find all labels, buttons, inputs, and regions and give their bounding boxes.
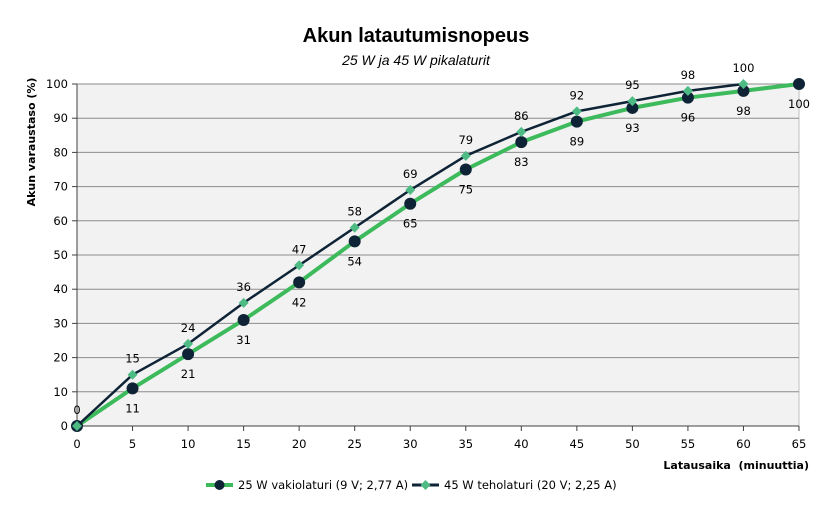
x-tick-label: 0: [73, 437, 80, 451]
data-label-25w: 11: [125, 401, 140, 415]
point-25w: [126, 382, 139, 395]
x-tick-label: 10: [181, 437, 196, 451]
x-axis-title: Latausaika (minuuttia): [663, 459, 809, 472]
point-25w: [459, 163, 472, 176]
point-45w: [405, 185, 416, 196]
y-tick-label: 20: [53, 351, 68, 365]
y-tick-label: 0: [61, 419, 68, 433]
y-tick-label: 40: [53, 282, 68, 296]
point-25w: [404, 197, 417, 210]
chart-subtitle: 25 W ja 45 W pikalaturit: [341, 52, 491, 68]
data-labels: 11 21 31 42 54 65 75 83 89 93 96 98 100 0 15 24 36 47 58 69…: [73, 61, 810, 417]
data-label-25w: 100: [788, 97, 810, 111]
point-25w: [237, 313, 250, 326]
point-45w: [460, 150, 471, 161]
point-25w: [515, 136, 528, 149]
data-label-45w: 47: [292, 242, 307, 256]
point-45w: [238, 297, 249, 308]
y-tick-label: 10: [53, 385, 68, 399]
point-25w: [626, 101, 639, 114]
data-label-45w: 92: [570, 88, 585, 102]
y-tick-label: 90: [53, 111, 68, 125]
x-tick-label: 5: [129, 437, 136, 451]
y-tick-label: 60: [53, 214, 68, 228]
point-25w: [293, 276, 306, 289]
x-tick-label: 65: [792, 437, 807, 451]
point-45w: [627, 96, 638, 107]
point-45w: [183, 338, 194, 349]
data-label-25w: 89: [570, 135, 585, 149]
data-label-25w: 65: [403, 217, 418, 231]
x-tick-labels: 0 5 10 15 20 25 30 35 40 45 50 55 60 65: [73, 426, 806, 451]
legend-item-25w: 25 W vakiolaturi (9 V; 2,77 A): [206, 478, 408, 492]
series-line-25w: [75, 82, 800, 428]
x-tick-label: 30: [403, 437, 418, 451]
point-45w: [738, 79, 749, 89]
data-label-25w: 31: [236, 333, 251, 347]
legend-label-45w: 45 W teholaturi (20 V; 2,25 A): [444, 478, 617, 492]
y-tick-label: 30: [53, 316, 68, 330]
y-tick-label: 50: [53, 248, 68, 262]
x-tick-label: 25: [347, 437, 362, 451]
data-label-45w: 36: [236, 280, 251, 294]
chart-title: Akun latautumisnopeus: [303, 25, 530, 47]
y-axis-title: Akun varaustaso (%): [25, 78, 38, 207]
x-tick-label: 35: [458, 437, 473, 451]
data-label-45w: 79: [458, 133, 473, 147]
y-tick-label: 70: [53, 180, 68, 194]
y-tick-labels: 0 10 20 30 40 50 60 70 80 90 100: [46, 77, 77, 433]
data-label-25w: 75: [458, 183, 473, 197]
data-label-45w: 15: [125, 352, 140, 366]
data-label-45w: 95: [625, 78, 640, 92]
data-label-45w: 100: [732, 61, 754, 75]
data-label-25w: 21: [181, 367, 196, 381]
data-label-45w: 86: [514, 109, 529, 123]
series-layer: [71, 78, 805, 432]
x-tick-label: 55: [681, 437, 696, 451]
x-tick-label: 60: [736, 437, 751, 451]
point-25w: [570, 115, 583, 128]
point-45w: [127, 369, 138, 380]
x-tick-label: 40: [514, 437, 529, 451]
point-25w: [793, 78, 805, 90]
point-45w: [294, 260, 305, 271]
y-tick-label: 100: [46, 77, 68, 91]
point-25w: [182, 348, 195, 361]
data-label-25w: 96: [681, 111, 696, 125]
legend-item-45w: 45 W teholaturi (20 V; 2,25 A): [412, 478, 617, 492]
x-tick-label: 20: [292, 437, 307, 451]
data-label-45w: 69: [403, 167, 418, 181]
point-45w: [571, 106, 582, 117]
x-tick-label: 50: [625, 437, 640, 451]
point-45w: [72, 421, 82, 431]
data-label-25w: 83: [514, 155, 529, 169]
data-label-25w: 54: [347, 254, 362, 268]
legend-label-25w: 25 W vakiolaturi (9 V; 2,77 A): [238, 478, 408, 492]
x-tick-label: 45: [570, 437, 585, 451]
legend-marker-25w: [214, 480, 225, 490]
legend-marker-45w: [420, 480, 431, 490]
point-45w: [516, 126, 527, 137]
data-label-45w: 24: [181, 321, 196, 335]
point-25w: [348, 235, 361, 248]
point-25w: [737, 84, 750, 97]
data-label-25w: 98: [736, 104, 751, 118]
data-label-25w: 93: [625, 121, 640, 135]
point-25w: [681, 91, 694, 104]
data-label-45w: 0: [73, 403, 80, 417]
data-label-45w: 58: [347, 205, 362, 219]
data-label-25w: 42: [292, 295, 307, 309]
point-45w: [349, 222, 360, 233]
x-tick-label: 15: [236, 437, 251, 451]
legend: 25 W vakiolaturi (9 V; 2,77 A) 45 W teho…: [206, 478, 617, 492]
data-label-45w: 98: [681, 68, 696, 82]
y-tick-label: 80: [53, 145, 68, 159]
point-45w: [682, 85, 693, 96]
